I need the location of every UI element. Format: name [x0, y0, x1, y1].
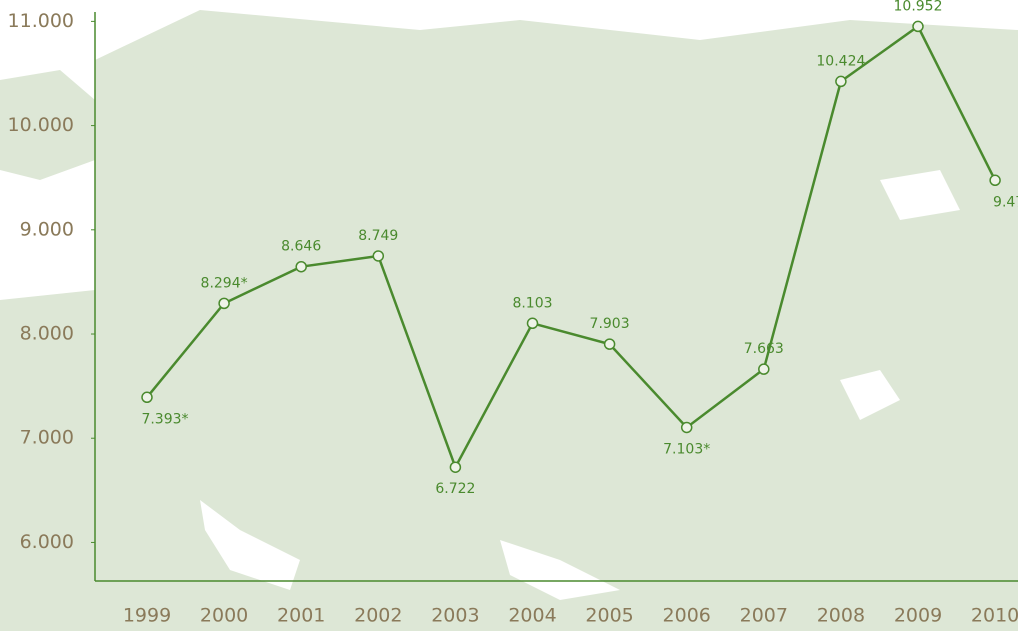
value-label: 6.722	[435, 481, 475, 497]
marker	[218, 297, 230, 310]
x-tick-label: 2003	[431, 605, 479, 627]
line	[146, 24, 997, 471]
x-tick-label: 2000	[200, 605, 248, 627]
x-tick-label: 2006	[663, 605, 711, 627]
marker	[758, 363, 770, 375]
marker	[372, 250, 385, 262]
y-tick-label: 7.000	[20, 427, 74, 449]
marker	[989, 174, 1001, 187]
value-label: 9.475	[993, 194, 1018, 210]
y-tick-label: 9.000	[20, 218, 74, 240]
value-label: 8.646	[281, 239, 321, 255]
marker	[680, 421, 693, 434]
map-background	[0, 10, 1018, 631]
map-water	[200, 170, 960, 600]
x-tick-label: 2005	[585, 605, 633, 627]
x-tick-label: 2007	[740, 605, 788, 627]
marker	[526, 317, 539, 330]
marker	[912, 20, 924, 33]
value-label: 8.294*	[201, 275, 248, 291]
value-label: 8.103	[512, 295, 552, 311]
y-tick-label: 10.000	[8, 114, 74, 136]
x-tick-label: 1999	[123, 605, 171, 627]
marker	[603, 338, 616, 350]
value-label: 7.393*	[141, 411, 188, 427]
y-tick-label: 11.000	[8, 10, 74, 32]
marker	[295, 260, 307, 273]
y-tick-label: 8.000	[20, 323, 74, 345]
marker	[449, 461, 462, 473]
value-label: 7.103*	[663, 441, 710, 457]
value-label: 8.749	[358, 228, 398, 244]
marker	[835, 75, 847, 88]
x-tick-label: 2009	[894, 605, 942, 627]
value-label: 10.424	[816, 53, 865, 69]
x-tick-label: 2004	[508, 605, 556, 627]
value-label: 10.952	[894, 0, 943, 14]
x-tick-label: 2008	[817, 605, 865, 627]
x-tick-label: 2002	[354, 605, 402, 627]
x-tick-label: 2010	[971, 605, 1018, 627]
value-label: 7.663	[744, 341, 784, 357]
y-tick-label: 6.000	[20, 531, 74, 553]
marker	[141, 391, 153, 404]
value-label: 7.903	[590, 316, 630, 332]
x-tick-label: 2001	[277, 605, 325, 627]
